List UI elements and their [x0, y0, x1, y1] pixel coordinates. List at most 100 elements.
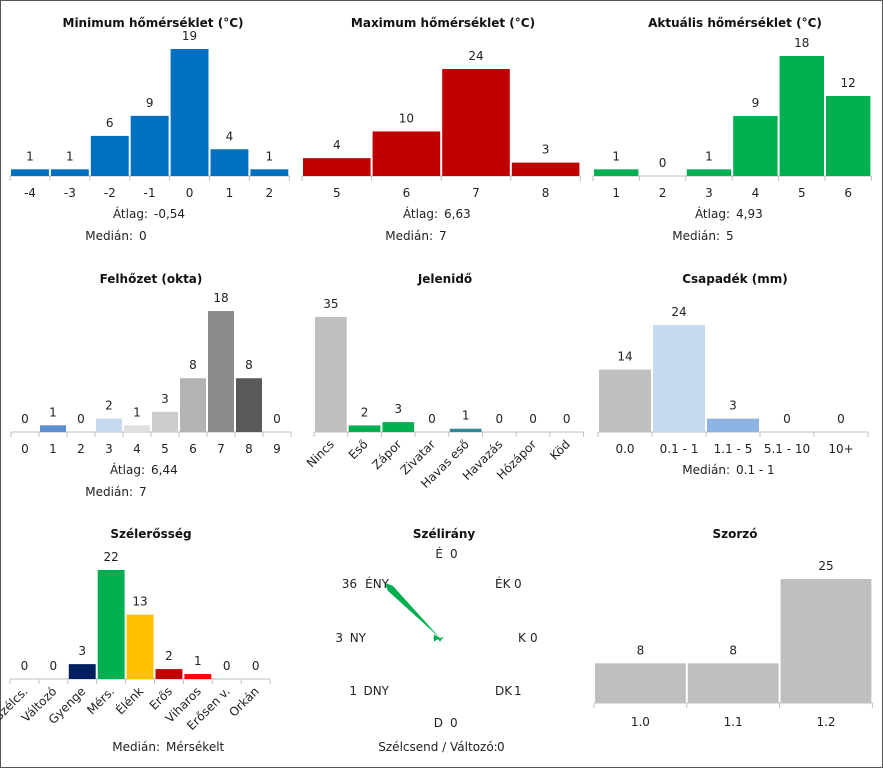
- x-tick-label: 4: [133, 442, 141, 456]
- data-label: 1: [266, 149, 274, 163]
- x-tick-label: 5: [333, 186, 341, 200]
- data-label: 1: [612, 149, 620, 163]
- x-tick-label: Köd: [547, 437, 573, 463]
- x-tick-label: -3: [64, 186, 76, 200]
- bar: [653, 325, 705, 432]
- direction-label: DNY: [363, 684, 389, 698]
- x-tick-label: 0.1 - 1: [660, 442, 699, 456]
- bar: [155, 669, 183, 679]
- bar: [124, 425, 150, 432]
- data-label: 0: [223, 659, 231, 673]
- x-tick-label: 3: [705, 186, 713, 200]
- bar: [208, 311, 234, 432]
- data-label: 18: [794, 36, 809, 50]
- stat-label: Medián:: [682, 463, 730, 477]
- data-label: 3: [161, 392, 169, 406]
- direction-label: ÉK: [495, 576, 512, 591]
- data-label: 18: [213, 291, 228, 305]
- data-label: 0: [273, 412, 281, 426]
- stat-value: Mérsékelt: [166, 740, 225, 754]
- x-tick-label: -4: [24, 186, 36, 200]
- direction-count: 0: [530, 631, 538, 645]
- data-label: 22: [104, 550, 119, 564]
- data-label: 0: [77, 412, 85, 426]
- data-label: 1: [194, 654, 202, 668]
- bar: [180, 378, 206, 432]
- bar: [779, 56, 824, 176]
- data-label: 9: [752, 96, 760, 110]
- data-label: 0: [428, 412, 436, 426]
- direction-label: ÉNY: [365, 576, 390, 591]
- x-tick-label: 2: [659, 186, 667, 200]
- x-tick-label: 1: [612, 186, 620, 200]
- bar: [250, 169, 289, 176]
- data-label: 4: [333, 138, 341, 152]
- data-label: 3: [78, 644, 86, 658]
- data-label: 13: [132, 595, 147, 609]
- bar: [96, 418, 122, 432]
- stat-label: Átlag:: [695, 206, 730, 221]
- data-label: 24: [671, 305, 686, 319]
- data-label: 2: [361, 405, 369, 419]
- bar: [780, 579, 872, 703]
- data-label: 1: [49, 405, 57, 419]
- bar: [236, 378, 262, 432]
- direction-count: 36: [342, 577, 357, 591]
- x-tick-label: 1.1: [724, 715, 743, 729]
- data-label: 10: [399, 111, 414, 125]
- x-tick-label: 8: [542, 186, 550, 200]
- data-label: 4: [226, 129, 234, 143]
- data-label: 0: [783, 412, 791, 426]
- chart-title: Jelenidő: [417, 272, 472, 286]
- data-label: 1: [66, 149, 74, 163]
- bar: [40, 425, 66, 432]
- stat-value: -0,54: [154, 207, 185, 221]
- data-label: 1: [133, 405, 141, 419]
- stat-label: Átlag:: [113, 206, 148, 221]
- bar: [826, 96, 871, 176]
- x-tick-label: 1.2: [816, 715, 835, 729]
- bar: [303, 158, 371, 176]
- stat-label: Átlag:: [403, 206, 438, 221]
- data-label: 6: [106, 116, 114, 130]
- direction-count: 0: [514, 577, 522, 591]
- bar: [210, 149, 249, 176]
- data-label: 2: [105, 399, 113, 413]
- bar: [90, 135, 129, 176]
- data-label: 0: [252, 659, 260, 673]
- wind-petal: [384, 582, 440, 638]
- bar: [50, 169, 89, 176]
- x-tick-label: 8: [245, 442, 253, 456]
- stat-value: 6,63: [444, 207, 471, 221]
- bar: [733, 116, 778, 176]
- data-label: 9: [146, 96, 154, 110]
- data-label: 1: [26, 149, 34, 163]
- chart-title: Csapadék (mm): [682, 272, 788, 286]
- data-label: 12: [841, 76, 856, 90]
- x-tick-label: 2: [266, 186, 274, 200]
- stat-label: Medián:: [385, 229, 433, 243]
- x-tick-label: 9: [273, 442, 281, 456]
- bar: [442, 69, 510, 176]
- x-tick-label: 1.0: [631, 715, 650, 729]
- data-label: 2: [165, 649, 173, 663]
- direction-label: D: [434, 716, 443, 730]
- x-tick-label: 6: [403, 186, 411, 200]
- data-label: 14: [617, 350, 632, 364]
- direction-count: 1: [514, 684, 522, 698]
- bar: [152, 411, 178, 432]
- data-label: 0: [21, 659, 29, 673]
- data-label: 3: [394, 402, 402, 416]
- stat-value: 0: [139, 229, 147, 243]
- x-tick-label: 5: [161, 442, 169, 456]
- data-label: 35: [323, 297, 338, 311]
- bar: [348, 425, 381, 432]
- direction-label: K: [518, 631, 527, 645]
- bar: [686, 169, 732, 176]
- data-label: 0: [496, 412, 504, 426]
- wind-petal: [433, 634, 440, 642]
- direction-count: 0: [450, 547, 458, 561]
- bar: [594, 169, 639, 176]
- x-tick-label: 3: [105, 442, 113, 456]
